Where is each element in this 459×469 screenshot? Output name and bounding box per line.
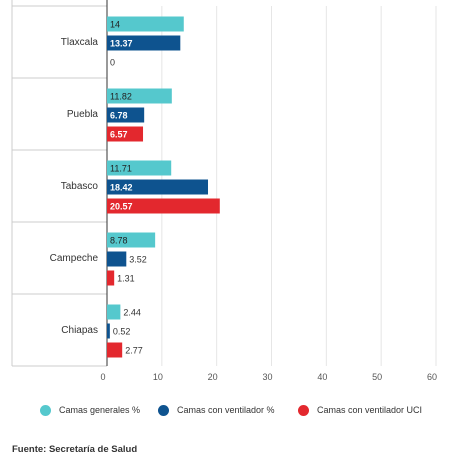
bar xyxy=(107,251,127,267)
data-label: 2.44 xyxy=(123,308,141,318)
bar xyxy=(107,16,184,32)
legend-label: Camas con ventilador % xyxy=(177,405,275,415)
bar xyxy=(107,35,181,51)
legend-swatch-teal xyxy=(40,404,51,416)
x-tick-label: 30 xyxy=(262,372,272,382)
data-label: 20.57 xyxy=(110,202,133,212)
x-tick-label: 60 xyxy=(427,372,437,382)
category-label: Puebla xyxy=(67,109,99,120)
data-label: 3.52 xyxy=(129,255,147,265)
bar xyxy=(107,198,220,214)
category-label: Tlaxcala xyxy=(61,37,99,48)
x-tick-label: 10 xyxy=(153,372,163,382)
legend-item-camas-ventilador-uci[interactable]: Camas con ventilador UCI xyxy=(298,404,423,416)
x-tick-label: 0 xyxy=(100,372,105,382)
category-label: Chiapas xyxy=(61,325,98,336)
data-label: 18.42 xyxy=(110,183,133,193)
bar xyxy=(107,304,121,320)
data-label: 1.31 xyxy=(117,274,135,284)
source-note: Fuente: Secretaría de Salud xyxy=(12,444,138,455)
data-label: 8.78 xyxy=(110,236,128,246)
bar xyxy=(107,126,144,142)
bar xyxy=(107,107,145,123)
bar xyxy=(107,232,156,248)
data-label: 6.78 xyxy=(110,111,128,121)
data-label: 0.52 xyxy=(113,327,131,337)
bar xyxy=(107,179,209,195)
data-label: 0 xyxy=(110,58,115,68)
legend-swatch-red xyxy=(298,404,309,416)
legend-label: Camas generales % xyxy=(59,405,141,415)
category-label: Tabasco xyxy=(61,181,99,192)
bar xyxy=(107,270,115,286)
data-label: 11.82 xyxy=(110,92,132,102)
legend: Camas generales % Camas con ventilador %… xyxy=(0,400,459,420)
bar-chart: 0 10 20 30 40 50 60 Tlaxcala 14 13.37 0 Puebla 11.82… xyxy=(11,0,437,382)
x-tick-label: 40 xyxy=(317,372,327,382)
legend-swatch-blue xyxy=(158,404,169,416)
x-tick-label: 20 xyxy=(208,372,218,382)
data-label: 14 xyxy=(110,20,120,30)
data-label: 13.37 xyxy=(110,39,133,49)
legend-label: Camas con ventilador UCI xyxy=(317,405,423,415)
legend-item-camas-ventilador[interactable]: Camas con ventilador % xyxy=(158,404,275,416)
data-label: 6.57 xyxy=(110,130,128,140)
data-label: 2.77 xyxy=(125,346,143,356)
bar xyxy=(107,88,172,104)
bar xyxy=(107,323,110,339)
legend-item-camas-generales[interactable]: Camas generales % xyxy=(40,404,141,416)
bar xyxy=(107,160,172,176)
data-label: 11.71 xyxy=(110,164,132,174)
category-label: Campeche xyxy=(50,253,99,264)
x-tick-label: 50 xyxy=(372,372,382,382)
bar xyxy=(107,342,123,358)
